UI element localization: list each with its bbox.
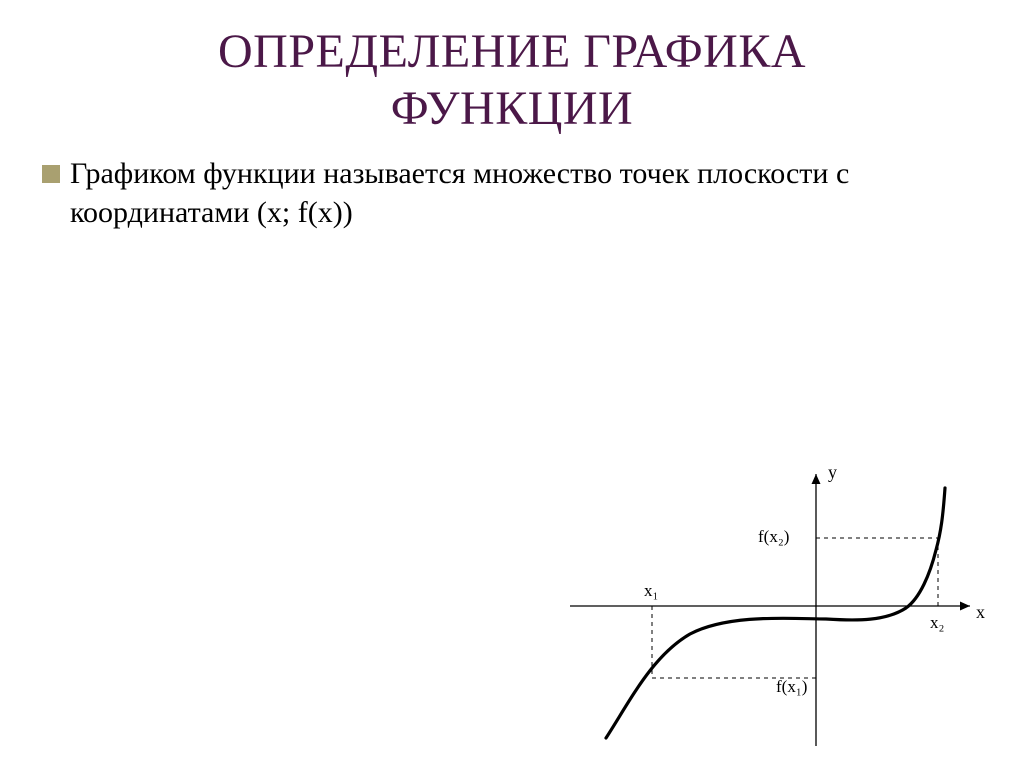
definition-text: Графиком функции называется множество то… bbox=[70, 155, 950, 232]
f-x1-label: f(x₁) bbox=[776, 677, 807, 696]
f-x2-label: f(x₂) bbox=[758, 527, 789, 546]
function-graph: х у х₁ х₂ f(x₁) f(x₂) bbox=[560, 458, 990, 758]
title-line-2: ФУНКЦИИ bbox=[391, 82, 633, 135]
x-axis-label: х bbox=[976, 602, 985, 622]
x2-label: х₂ bbox=[930, 613, 944, 632]
y-axis-arrow-icon bbox=[812, 474, 821, 484]
bullet-row: Графиком функции называется множество то… bbox=[42, 155, 982, 232]
slide-title: ОПРЕДЕЛЕНИЕ ГРАФИКА ФУНКЦИИ bbox=[42, 24, 982, 137]
y-axis-label: у bbox=[828, 462, 837, 482]
function-curve bbox=[606, 488, 945, 738]
title-line-1: ОПРЕДЕЛЕНИЕ ГРАФИКА bbox=[218, 25, 806, 78]
x1-label: х₁ bbox=[644, 581, 658, 600]
bullet-square-icon bbox=[42, 165, 60, 183]
x-axis-arrow-icon bbox=[960, 602, 970, 611]
